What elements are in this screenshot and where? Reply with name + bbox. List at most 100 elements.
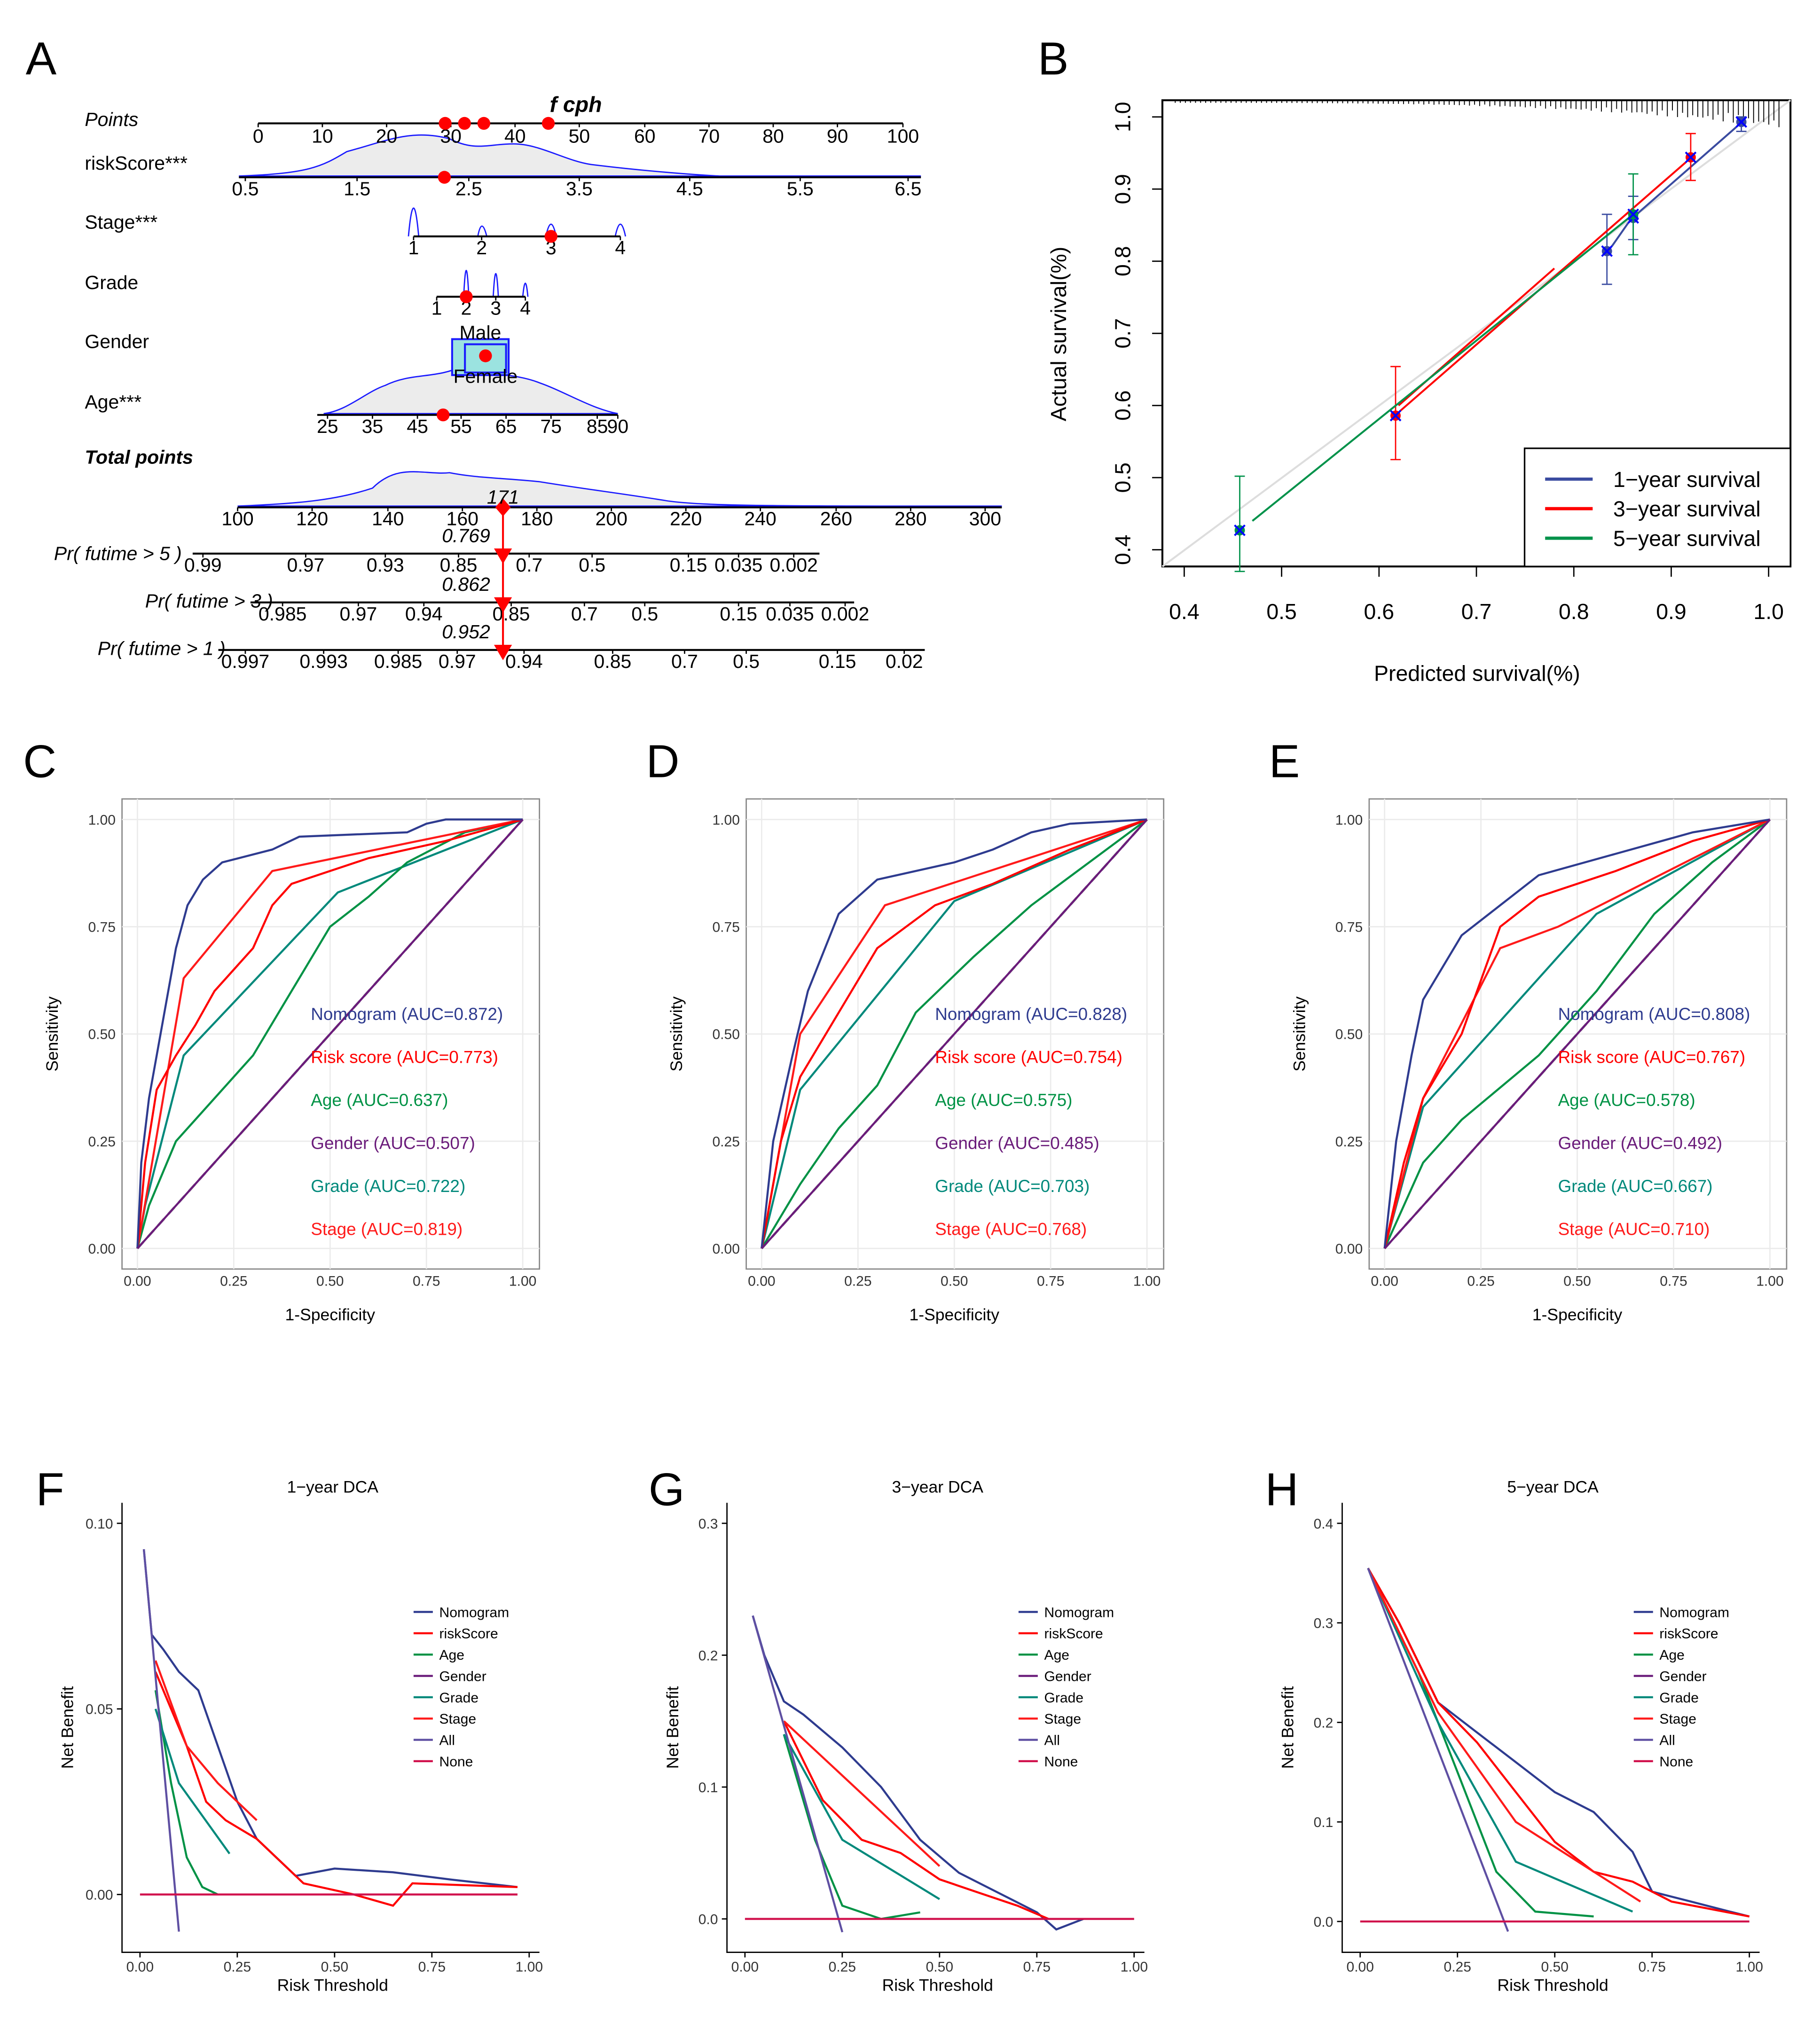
axis-tick-label: 90 [827,125,848,147]
total-points-density [237,471,1002,507]
total-points-value: 171 [487,486,519,508]
row-label: Total points [85,447,193,468]
x-axis-title: 1-Specificity [910,1305,1000,1324]
x-tick-label: 0.00 [748,1273,775,1289]
data-point-cross [1685,151,1697,164]
axis-tick-label: 0.5 [579,554,605,576]
axis-tick-label: 0.002 [769,554,818,576]
y-tick-label: 0.8 [1111,246,1135,276]
selected-point-dot [439,117,452,130]
roc-curve-grade [761,818,1148,1249]
axis-tick-label: 4 [520,298,531,319]
y-tick-label: 0.50 [712,1027,739,1043]
total-points-marker [495,498,511,517]
chart-title: 5−year DCA [1507,1477,1599,1496]
y-tick-label: 0.00 [86,1888,113,1903]
auc-label-riskScore: Risk score (AUC=0.754) [935,1047,1122,1066]
axis-tick-label: 0.7 [571,603,598,625]
x-axis-title: Predicted survival(%) [1374,661,1580,685]
legend-label: Gender [1044,1669,1091,1684]
x-tick-label: 0.4 [1169,599,1200,624]
y-tick-label: 1.00 [712,812,739,828]
x-tick-label: 0.00 [731,1960,759,1975]
data-point-cross [1389,409,1402,422]
axis-tick-label: 80 [762,125,784,147]
x-tick-label: 1.00 [1133,1273,1161,1289]
panel-letter: G [649,1464,685,1515]
legend-label: 5−year survival [1613,526,1761,550]
selected-point-dot [477,117,491,130]
selected-value-dot [460,290,473,304]
x-tick-label: 0.6 [1364,599,1395,624]
axis-tick-label: 0.15 [819,651,856,672]
dca-curve-riskScore [1367,1568,1750,1918]
axis-tick-label: 0.5 [733,651,760,672]
selected-point-dot [458,117,471,130]
dca-curve-age [1367,1568,1594,1918]
auc-label-nomogram: Nomogram (AUC=0.828) [935,1004,1127,1024]
y-tick-label: 0.00 [712,1241,739,1257]
roc-curve-riskScore [761,818,1147,1249]
axis-tick-label: 10 [312,125,333,147]
row-label: Pr( futime > 1 ) [98,638,226,659]
y-tick-label: 0.1 [698,1780,718,1796]
row-label: Pr( futime > 5 ) [54,543,182,565]
panel-f-dca: 0.00 0.25 0.50 0.75 1.00 0.00 0.05 0.10 1−year D… [58,1477,543,1994]
axis-lines [726,1503,1145,1953]
y-tick-label: 0.00 [88,1241,115,1257]
y-axis-title: Sensitivity [667,996,686,1072]
axis-tick-label: 240 [744,508,776,530]
row-label: Grade [85,272,138,293]
dca-curve-stage [783,1720,941,1867]
axis-tick-label: 0.7 [671,651,698,672]
x-tick-label: 0.50 [926,1960,953,1975]
row-label: Points [85,109,138,130]
dca-curve-grade [783,1733,940,1900]
y-tick-label: 0.9 [1111,174,1135,204]
auc-label-stage: Stage (AUC=0.768) [935,1219,1087,1239]
panel-h-dca: 0.00 0.25 0.50 0.75 1.00 0.0 0.1 0.2 0.3 0.4 5−yea… [1279,1477,1763,1994]
x-tick-label: 0.7 [1461,599,1492,624]
auc-label-gender: Gender (AUC=0.492) [1558,1133,1722,1153]
axis-tick-label: 3 [490,298,501,319]
auc-label-gender: Gender (AUC=0.507) [311,1133,475,1153]
legend-label: 1−year survival [1613,467,1761,492]
axis-tick-label: 300 [969,508,1001,530]
axis-tick-label: 0.97 [340,603,377,625]
axis-tick-label: 2.5 [455,178,482,199]
dca-curve-grade [154,1709,231,1854]
axis-tick-label: 90 [607,416,629,437]
ideal-line [1161,99,1791,567]
axis-tick-label: 0.97 [287,554,324,576]
x-tick-label: 0.8 [1559,599,1589,624]
roc-curve-age [1383,818,1771,1249]
axis-tick-label: 45 [407,416,428,437]
panel-g-dca: 0.00 0.25 0.50 0.75 1.00 0.0 0.1 0.2 0.3 3−year D… [663,1477,1148,1994]
axis-tick-label: 0.035 [714,554,763,576]
panel-d-roc: 0.00 0.00 0.25 0.25 0.50 0.50 0.75 0.75 1.00 1.00… [667,798,1165,1324]
legend-label: Nomogram [1044,1605,1114,1620]
legend-label: 3−year survival [1613,497,1761,521]
legend-label: riskScore [1044,1626,1103,1642]
data-point-cross [1627,208,1640,220]
dca-curve-stage [1367,1568,1641,1903]
axis-tick-label: 3 [546,237,557,259]
y-tick-label: 0.50 [1335,1027,1363,1043]
axis-tick-label: 120 [296,508,328,530]
x-tick-label: 0.75 [418,1960,446,1975]
axis-tick-label: 140 [372,508,404,530]
legend-label: Nomogram [439,1605,510,1620]
probability-marker [494,644,512,660]
selected-value-dot [479,349,492,362]
row-label: Stage*** [85,212,157,233]
axis-tick-label: 0.035 [766,603,814,625]
row-label: Age*** [85,391,141,413]
x-tick-label: 1.0 [1753,599,1784,624]
legend-label: All [1659,1733,1675,1749]
roc-curve-nomogram [761,818,1147,1249]
axis-tick-label: 0.85 [440,554,478,576]
legend-label: riskScore [439,1626,498,1642]
roc-curve-grade [1383,818,1771,1249]
grade-density [463,270,529,297]
chart-title: 1−year DCA [287,1477,379,1496]
